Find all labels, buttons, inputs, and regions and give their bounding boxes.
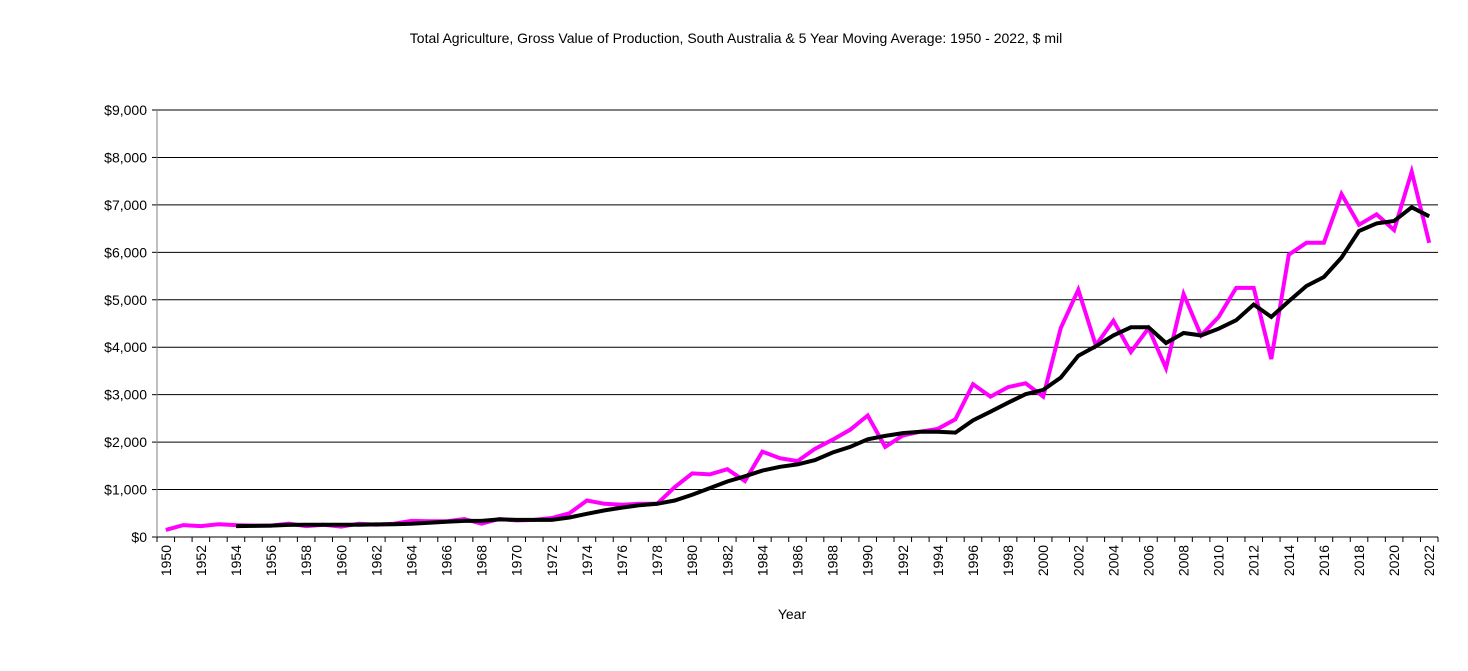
y-tick-label: $8,000 — [104, 149, 147, 165]
x-tick-label: 2022 — [1421, 545, 1437, 576]
chart-title: Total Agriculture, Gross Value of Produc… — [410, 30, 1062, 46]
x-tick-label: 2018 — [1351, 545, 1367, 576]
y-axis: $0 $1,000 $2,000 $3,000 $4,000 $5,000 $6,000 $7… — [104, 102, 157, 545]
x-tick-label: 1970 — [509, 545, 525, 576]
x-tick-label: 2006 — [1140, 545, 1156, 576]
y-tick-label: $5,000 — [104, 292, 147, 308]
x-tick-label: 1966 — [439, 545, 455, 576]
y-tick-label: $2,000 — [104, 434, 147, 450]
x-tick-label: 1978 — [649, 545, 665, 576]
series-line-annual-value — [166, 172, 1429, 530]
x-tick-label: 1952 — [193, 545, 209, 576]
x-tick-label: 1992 — [895, 545, 911, 576]
x-tick-label: 2014 — [1281, 545, 1297, 576]
x-tick-label: 1994 — [930, 545, 946, 576]
x-tick-label: 1976 — [614, 545, 630, 576]
x-tick-label: 1954 — [228, 545, 244, 576]
x-axis: 1950 1952 1954 1956 1958 1960 1962 1964 1966 1968… — [157, 537, 1438, 576]
x-tick-label: 2010 — [1211, 545, 1227, 576]
x-tick-label: 1984 — [754, 545, 770, 576]
y-tick-label: $7,000 — [104, 197, 147, 213]
x-axis-label: Year — [778, 606, 807, 622]
x-tick-label: 1974 — [579, 545, 595, 576]
x-tick-label: 1998 — [1000, 545, 1016, 576]
x-tick-label: 2020 — [1386, 545, 1402, 576]
x-tick-label: 1960 — [333, 545, 349, 576]
x-tick-label: 1958 — [298, 545, 314, 576]
series-lines — [166, 172, 1430, 530]
y-tick-label: $9,000 — [104, 102, 147, 118]
x-tick-label: 2016 — [1316, 545, 1332, 576]
x-tick-label: 1956 — [263, 545, 279, 576]
x-tick-label: 1964 — [403, 545, 419, 576]
x-tick-label: 1982 — [719, 545, 735, 576]
gridlines — [157, 110, 1438, 490]
x-tick-label: 1980 — [684, 545, 700, 576]
x-tick-label: 2002 — [1070, 545, 1086, 576]
x-tick-label: 1990 — [860, 545, 876, 576]
series-line-moving-average — [236, 207, 1429, 526]
x-tick-label: 2008 — [1176, 545, 1192, 576]
y-tick-label: $1,000 — [104, 482, 147, 498]
x-tick-label: 2012 — [1246, 545, 1262, 576]
x-tick-label: 1996 — [965, 545, 981, 576]
x-tick-label: 1988 — [825, 545, 841, 576]
x-tick-label: 1962 — [368, 545, 384, 576]
x-tick-label: 1986 — [790, 545, 806, 576]
y-tick-label: $4,000 — [104, 339, 147, 355]
y-tick-label: $0 — [131, 529, 147, 545]
x-tick-label: 1968 — [474, 545, 490, 576]
x-tick-label: 1972 — [544, 545, 560, 576]
x-tick-label: 1950 — [158, 545, 174, 576]
x-tick-label: 2004 — [1105, 545, 1121, 576]
y-tick-label: $3,000 — [104, 387, 147, 403]
x-tick-label: 2000 — [1035, 545, 1051, 576]
y-tick-label: $6,000 — [104, 244, 147, 260]
